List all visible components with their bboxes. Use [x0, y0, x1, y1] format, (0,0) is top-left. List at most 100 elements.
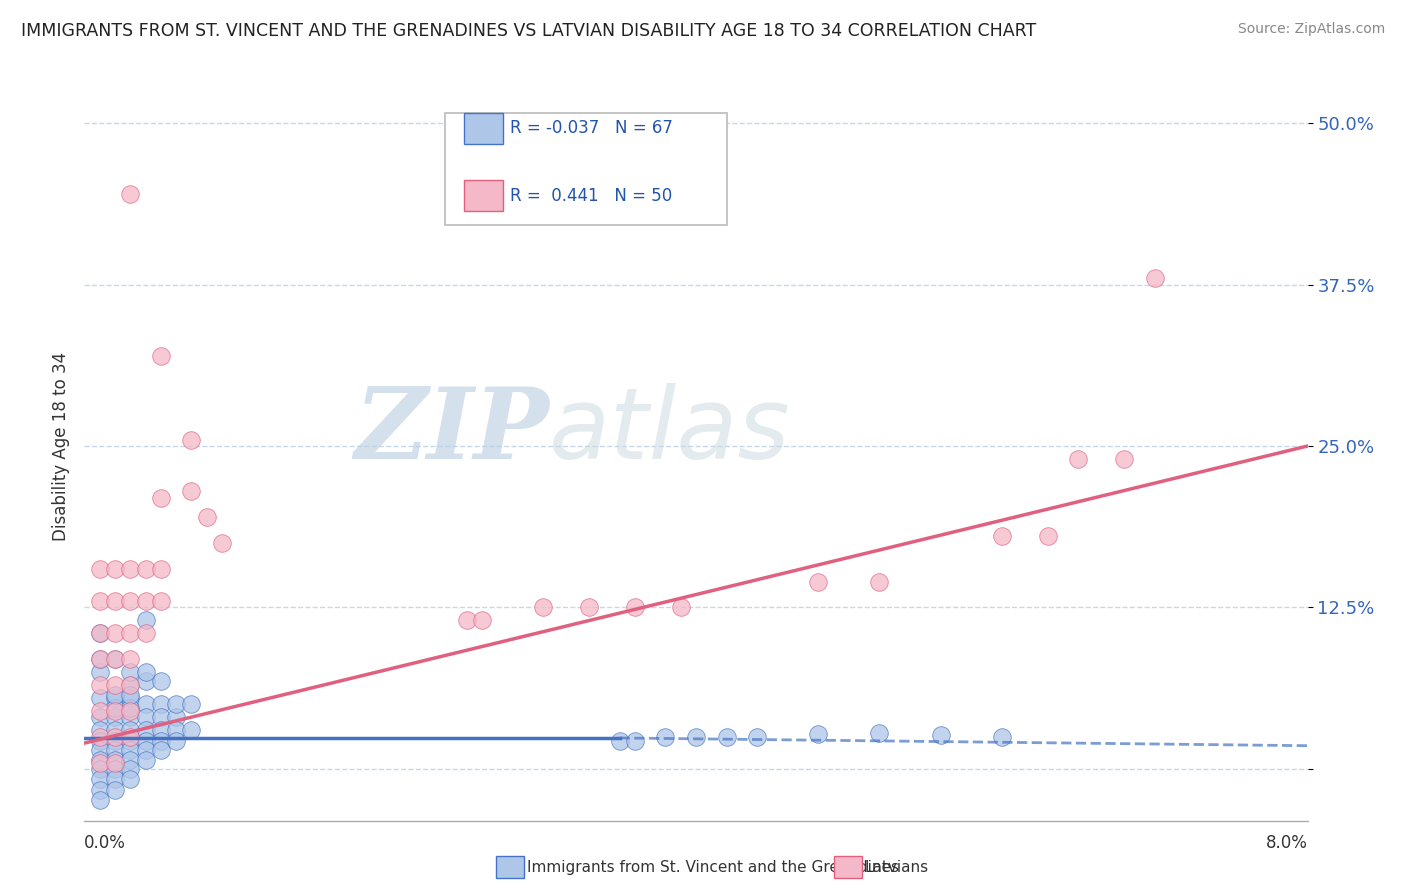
Point: [471, 614, 494, 628]
Point: [669, 600, 692, 615]
Point: [89, 772, 111, 787]
Point: [120, 562, 142, 576]
Point: [89, 753, 111, 767]
Point: [89, 594, 111, 608]
Point: [120, 742, 142, 756]
Y-axis label: Disability Age 18 to 34: Disability Age 18 to 34: [52, 351, 70, 541]
Point: [120, 704, 142, 718]
Point: [149, 733, 172, 747]
Text: IMMIGRANTS FROM ST. VINCENT AND THE GRENADINES VS LATVIAN DISABILITY AGE 18 TO 3: IMMIGRANTS FROM ST. VINCENT AND THE GREN…: [21, 22, 1036, 40]
Text: atlas: atlas: [550, 383, 790, 480]
Text: ZIP: ZIP: [354, 383, 550, 479]
Point: [120, 626, 142, 640]
Point: [180, 484, 202, 499]
Point: [104, 689, 127, 703]
Point: [89, 652, 111, 666]
Point: [104, 772, 127, 787]
Point: [104, 626, 127, 640]
Point: [654, 730, 676, 744]
Text: R =  0.441   N = 50: R = 0.441 N = 50: [510, 186, 672, 205]
Point: [89, 626, 111, 640]
Point: [89, 678, 111, 692]
Point: [120, 772, 142, 787]
Point: [120, 710, 142, 724]
Point: [149, 742, 172, 756]
Point: [104, 723, 127, 738]
Point: [135, 733, 157, 747]
Text: 0.0%: 0.0%: [84, 833, 127, 852]
Point: [104, 742, 127, 756]
Point: [991, 529, 1014, 543]
Point: [165, 723, 187, 738]
Point: [104, 733, 127, 747]
Point: [1067, 451, 1090, 466]
Point: [89, 730, 111, 744]
Point: [89, 652, 111, 666]
Text: Source: ZipAtlas.com: Source: ZipAtlas.com: [1237, 22, 1385, 37]
Text: R = -0.037   N = 67: R = -0.037 N = 67: [510, 120, 673, 137]
Point: [609, 733, 631, 747]
Point: [89, 562, 111, 576]
Point: [89, 742, 111, 756]
Point: [149, 491, 172, 505]
Point: [104, 562, 127, 576]
Point: [180, 698, 202, 712]
Point: [120, 652, 142, 666]
Point: [195, 510, 218, 524]
Point: [869, 726, 891, 740]
Point: [120, 723, 142, 738]
Point: [149, 723, 172, 738]
Point: [135, 723, 157, 738]
Point: [180, 723, 202, 738]
Point: [120, 753, 142, 767]
Point: [1143, 271, 1166, 285]
Point: [104, 690, 127, 705]
Point: [89, 762, 111, 776]
Point: [89, 793, 111, 807]
Point: [135, 562, 157, 576]
Point: [120, 678, 142, 692]
Point: [89, 723, 111, 738]
Point: [120, 733, 142, 747]
Point: [120, 730, 142, 744]
Point: [1036, 529, 1059, 543]
Point: [135, 753, 157, 767]
Point: [104, 652, 127, 666]
Point: [149, 562, 172, 576]
Point: [149, 674, 172, 689]
Text: 8.0%: 8.0%: [1265, 833, 1308, 852]
Point: [135, 665, 157, 679]
Point: [747, 730, 769, 744]
Point: [807, 727, 830, 741]
Point: [165, 733, 187, 747]
Point: [149, 710, 172, 724]
Text: Latvians: Latvians: [865, 860, 929, 874]
Point: [89, 756, 111, 770]
Point: [180, 433, 202, 447]
Point: [104, 701, 127, 715]
Point: [578, 600, 600, 615]
FancyBboxPatch shape: [446, 112, 727, 225]
Point: [120, 701, 142, 715]
Point: [624, 600, 647, 615]
Point: [807, 574, 830, 589]
Point: [104, 710, 127, 724]
FancyBboxPatch shape: [464, 180, 503, 211]
Point: [104, 753, 127, 767]
Point: [531, 600, 554, 615]
Point: [135, 594, 157, 608]
Point: [89, 710, 111, 724]
Point: [149, 698, 172, 712]
Point: [991, 730, 1014, 744]
Point: [685, 730, 707, 744]
Point: [120, 690, 142, 705]
Point: [120, 594, 142, 608]
Point: [716, 730, 738, 744]
Point: [104, 782, 127, 797]
Point: [89, 665, 111, 679]
Point: [120, 187, 142, 202]
Point: [211, 536, 233, 550]
Text: Immigrants from St. Vincent and the Grenadines: Immigrants from St. Vincent and the Gren…: [527, 860, 900, 874]
Point: [869, 574, 891, 589]
Point: [135, 698, 157, 712]
